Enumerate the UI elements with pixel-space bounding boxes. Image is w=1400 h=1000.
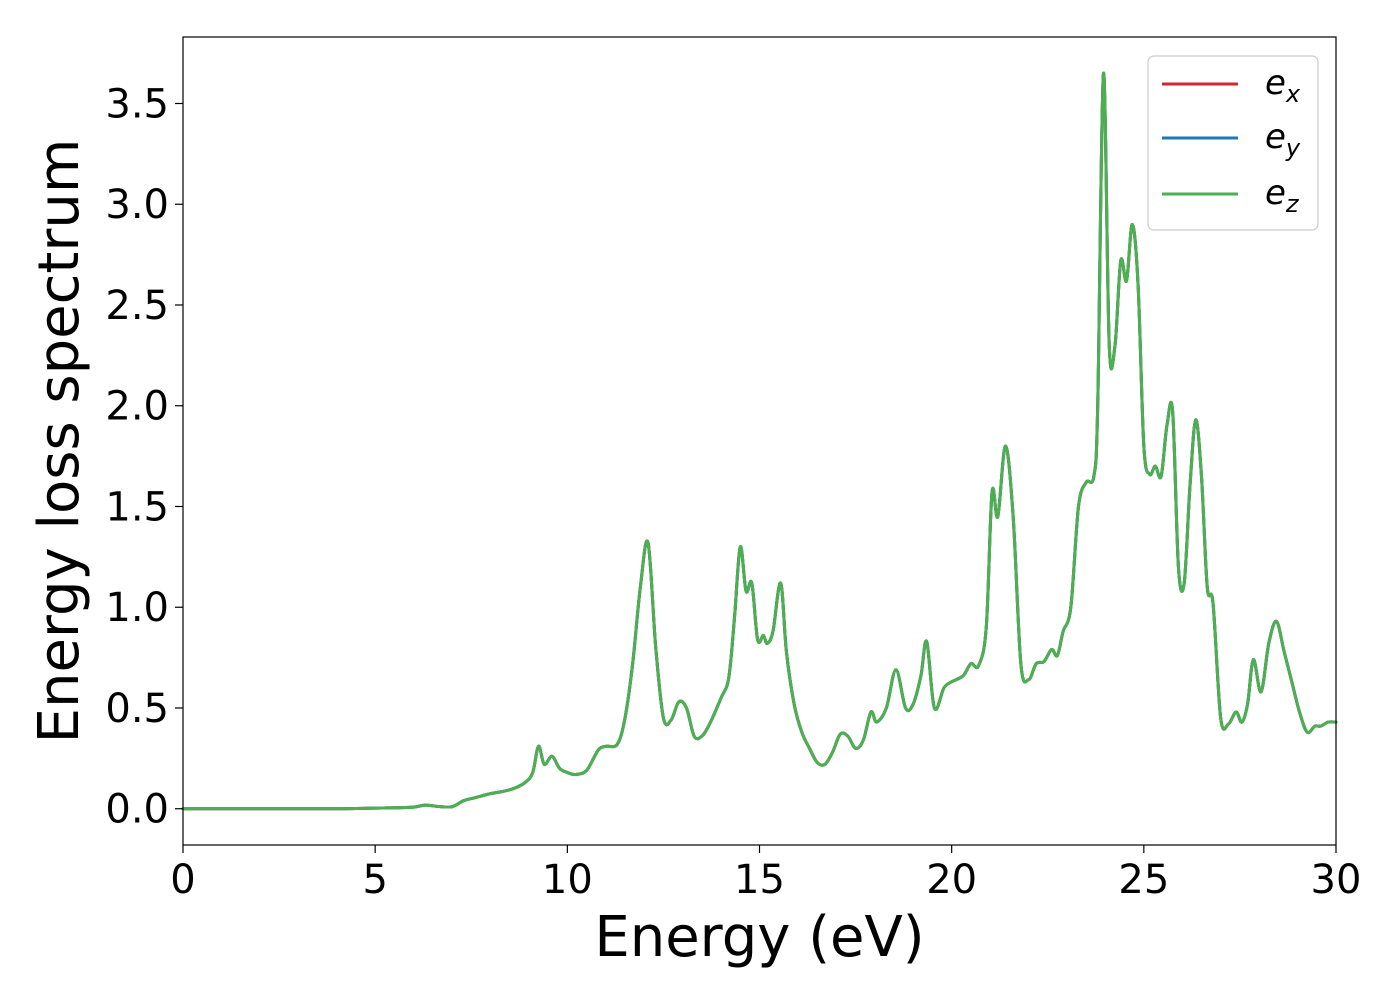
series-layer [181,71,1338,811]
x-axis-label: Energy (eV) [594,905,924,970]
y-tick-label: 3.5 [105,81,169,127]
y-tick-label: 0.5 [105,686,169,732]
x-tick-label: 5 [362,857,387,903]
x-axis-ticks: 0 5 10 15 20 25 30 [170,845,1361,903]
x-tick-label: 20 [926,857,977,903]
legend-label-x: ex [1265,63,1301,108]
x-tick-label: 10 [542,857,593,903]
y-tick-label: 1.5 [105,484,169,530]
y-tick-label: 2.5 [105,283,169,329]
y-axis-label: Energy loss spectrum [27,139,92,744]
x-tick-label: 0 [170,857,195,903]
legend-label-z: ez [1265,173,1300,218]
x-tick-label: 15 [734,857,785,903]
y-tick-label: 0.0 [105,787,169,833]
y-tick-label: 1.0 [105,585,169,631]
legend-box [1147,55,1319,231]
y-tick-label: 2.0 [105,384,169,430]
x-tick-label: 25 [1118,857,1169,903]
y-axis-ticks: 0.0 0.5 1.0 1.5 2.0 2.5 3.0 3.5 [105,81,183,833]
series-line-ez [181,71,1338,811]
x-tick-label: 30 [1311,857,1362,903]
legend-label-y: ey [1265,117,1301,162]
legend: ex ey ez [1147,55,1319,231]
y-tick-label: 3.0 [105,182,169,228]
